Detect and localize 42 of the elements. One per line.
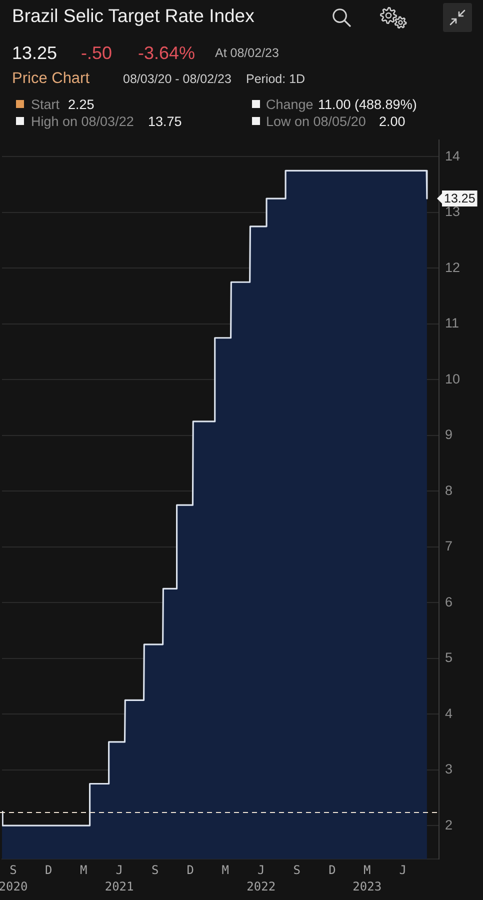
x-tick-label: D — [328, 863, 336, 878]
text: High on 08/03/22 — [31, 114, 134, 129]
x-tick-label: J 2022 — [246, 863, 276, 894]
y-tick-label: 3 — [445, 762, 453, 777]
y-tick-label: 10 — [445, 371, 460, 386]
x-tick-label: J — [399, 863, 406, 878]
y-tick-label: 13 — [445, 204, 460, 220]
y-tick-label: 8 — [445, 482, 453, 498]
text: Price Chart — [12, 70, 90, 87]
x-tick-label: D — [44, 863, 52, 878]
y-tick-label: 12 — [445, 260, 460, 275]
x-tick-label: J 2021 — [104, 863, 134, 894]
text: 08/03/20 - 08/02/23 — [123, 72, 232, 86]
text: At 08/02/23 — [215, 46, 279, 60]
y-tick-label: 4 — [445, 706, 453, 721]
y-tick-label: 2 — [445, 817, 453, 832]
y-tick-label: 14 — [445, 148, 461, 164]
y-tick-label: 11 — [445, 316, 460, 331]
text: 13.25 — [12, 42, 58, 63]
x-tick-label: S — [293, 863, 300, 878]
y-tick-label: 7 — [445, 538, 453, 554]
x-tick-label: S 2020 — [0, 863, 28, 894]
text: 2.00 — [379, 114, 406, 129]
text: Start — [31, 96, 60, 112]
x-tick-label: D — [186, 863, 194, 878]
chart-title: Brazil Selic Target Rate Index — [12, 4, 254, 26]
x-tick-label: M — [222, 863, 229, 878]
text: 11.00 (488.89%) — [318, 96, 417, 112]
x-tick-label: M — [80, 863, 88, 878]
text: 2.25 — [68, 96, 94, 112]
annotation: 13.25 — [444, 191, 476, 206]
text: -3.64% — [138, 42, 196, 63]
y-tick-label: 9 — [445, 427, 453, 442]
text: -.50 — [81, 42, 112, 63]
text: Period: 1D — [246, 72, 306, 86]
text: 13.75 — [148, 114, 182, 129]
text: Low on 08/05/20 — [266, 114, 366, 129]
x-tick-label: S — [151, 863, 159, 878]
y-tick-label: 5 — [445, 650, 453, 666]
x-tick-label: M 2023 — [352, 863, 382, 894]
y-tick-label: 6 — [445, 594, 453, 610]
text: Change — [266, 96, 314, 112]
